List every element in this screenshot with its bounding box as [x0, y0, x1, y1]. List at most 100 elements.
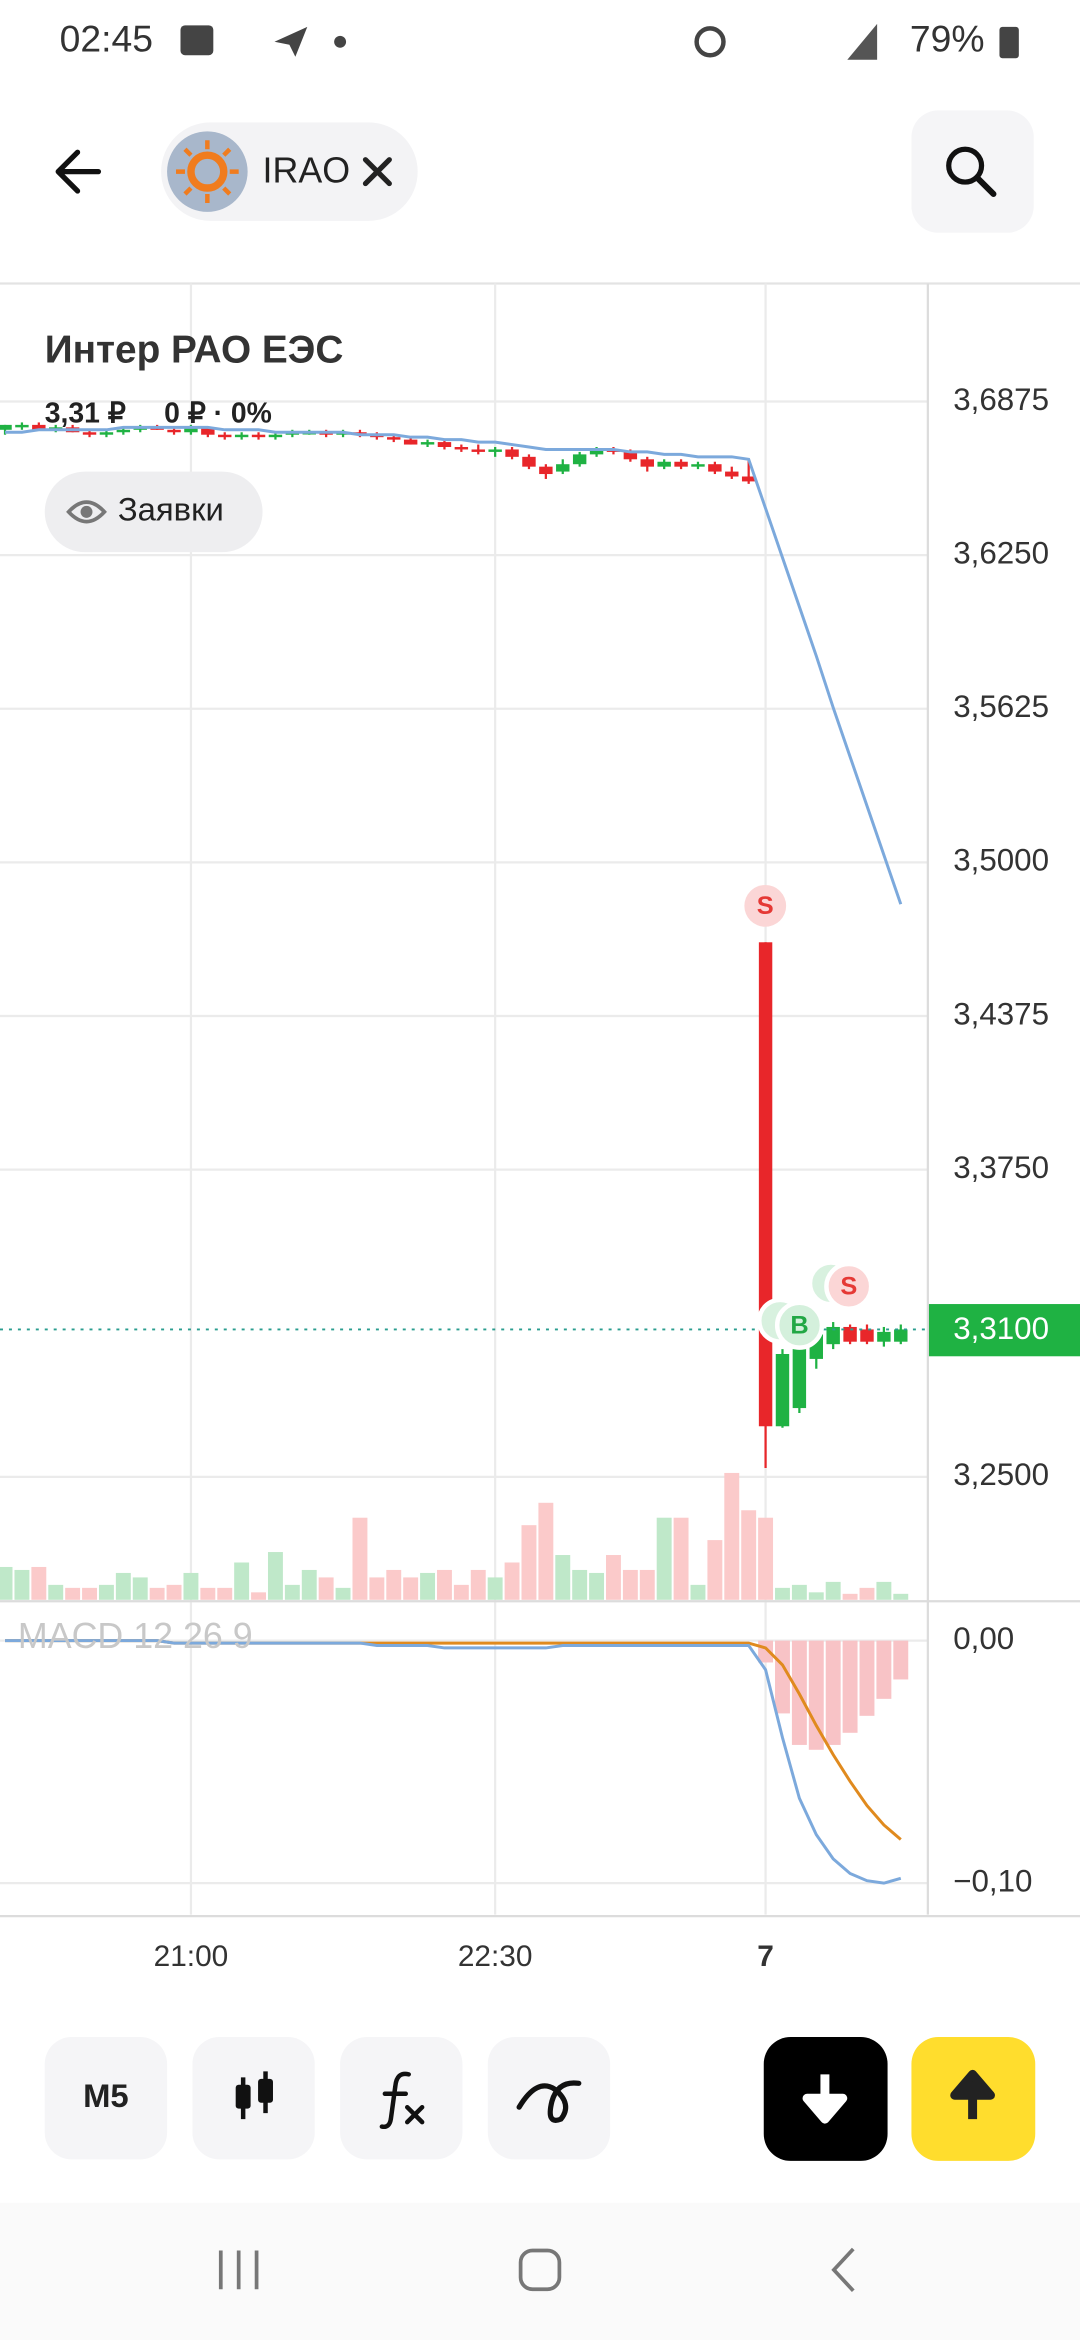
y-tick-label: 3,5625 — [953, 689, 1049, 724]
candle-body — [82, 432, 97, 435]
candle-body — [556, 464, 570, 472]
volume-bar — [808, 1592, 824, 1600]
volume-bar — [758, 1517, 774, 1600]
volume-bar — [791, 1584, 807, 1600]
candle-body — [758, 942, 773, 1427]
candle-body — [15, 424, 29, 428]
candle-body — [437, 442, 452, 448]
trade-marker[interactable] — [744, 884, 787, 927]
volume-bar — [14, 1569, 30, 1600]
drawing-button[interactable] — [487, 2037, 611, 2160]
volume-bar — [48, 1584, 64, 1600]
remove-ticker[interactable] — [362, 157, 392, 187]
volume-bar — [251, 1592, 267, 1600]
volume-bar — [893, 1593, 909, 1600]
candle-body — [725, 471, 739, 477]
candle-body — [674, 461, 688, 467]
status-icon — [180, 25, 214, 56]
drawing-icon — [516, 2080, 582, 2123]
battery-icon — [999, 26, 1019, 59]
volume-bar — [876, 1581, 892, 1600]
histogram-bar — [876, 1640, 892, 1699]
volume-bar — [166, 1584, 182, 1600]
search-button[interactable] — [911, 110, 1034, 233]
candle-body — [894, 1329, 908, 1342]
nav-home[interactable] — [518, 2248, 562, 2292]
volume-bar — [82, 1587, 97, 1600]
candle-body — [488, 449, 502, 452]
signal-icon — [847, 23, 878, 60]
x-tick-label: 21:00 — [154, 1940, 229, 1973]
volume-bar — [825, 1581, 841, 1600]
histogram-bar — [859, 1640, 875, 1716]
y-tick-label: 3,2500 — [953, 1457, 1049, 1492]
ticker: IRAO — [263, 151, 351, 191]
volume-bar — [470, 1569, 486, 1600]
moving-average — [5, 425, 903, 905]
candle-body — [0, 424, 12, 430]
y-tick-label: 3,6875 — [953, 382, 1049, 417]
candle-body — [403, 439, 418, 445]
macd-line — [5, 1639, 902, 1885]
volume-bar — [572, 1569, 588, 1600]
volume-bar — [589, 1572, 605, 1600]
last-price-box — [927, 1304, 1080, 1357]
candle-body — [741, 476, 756, 482]
nav-bar — [0, 2202, 1080, 2340]
candle-body — [775, 1353, 790, 1427]
search-icon — [946, 146, 985, 185]
indicators-button[interactable] — [340, 2037, 463, 2160]
volume-bar — [859, 1587, 875, 1600]
candle-body — [32, 424, 46, 430]
interval-button[interactable] — [44, 2037, 168, 2160]
volume-bar — [724, 1472, 740, 1600]
histogram-bar — [808, 1640, 824, 1750]
volume-bar — [98, 1584, 114, 1600]
chart-type-button[interactable] — [192, 2037, 315, 2160]
sell-icon — [802, 2074, 848, 2124]
volume-bar — [0, 1566, 13, 1600]
candle-body — [505, 449, 519, 457]
x-tick-label: 7 — [757, 1940, 774, 1973]
volume-bar — [31, 1566, 47, 1600]
volume-bar — [656, 1517, 672, 1600]
y-tick-label: 3,6250 — [953, 535, 1049, 570]
candle-body — [691, 464, 705, 467]
trade-marker[interactable] — [824, 1261, 874, 1312]
y-tick-label: 3,4375 — [953, 996, 1049, 1031]
trade-marker-label: S — [840, 1273, 857, 1301]
volume-bar — [318, 1577, 334, 1600]
candle-body — [184, 427, 198, 433]
back-button[interactable] — [55, 149, 102, 194]
volume-bar — [673, 1517, 689, 1600]
volume-bar — [335, 1587, 351, 1600]
volume-bar — [267, 1552, 283, 1600]
nav-back[interactable] — [831, 2247, 855, 2293]
volume-bar — [420, 1572, 436, 1600]
volume-bar — [622, 1569, 638, 1600]
ticker-logo — [187, 151, 228, 192]
y-tick-label: 0,00 — [953, 1621, 1014, 1656]
nav-recent[interactable] — [218, 2250, 259, 2290]
buy-icon — [950, 2069, 995, 2120]
candle-body — [234, 434, 249, 438]
volume-bar — [775, 1587, 790, 1600]
volume-bar — [453, 1584, 469, 1600]
histogram-bar — [893, 1640, 909, 1680]
plot: 3,2500 3,3750 3,4375 3,5000 3,5625 3,6250 3,68… — [0, 283, 1080, 1973]
candle-body — [826, 1326, 840, 1345]
y-tick-label: 3,5000 — [953, 843, 1049, 878]
orders-label: Заявки — [118, 491, 224, 528]
volume-bar — [217, 1587, 233, 1600]
histogram-bar — [825, 1640, 841, 1745]
trade-marker[interactable] — [774, 1300, 825, 1350]
volume-bar — [352, 1517, 368, 1600]
volume-bar — [149, 1587, 165, 1600]
volume-bar — [555, 1555, 571, 1600]
volume-bar — [690, 1584, 706, 1600]
volume-bar — [842, 1593, 858, 1600]
candle-body — [387, 437, 401, 440]
orders-button[interactable] — [44, 471, 263, 553]
